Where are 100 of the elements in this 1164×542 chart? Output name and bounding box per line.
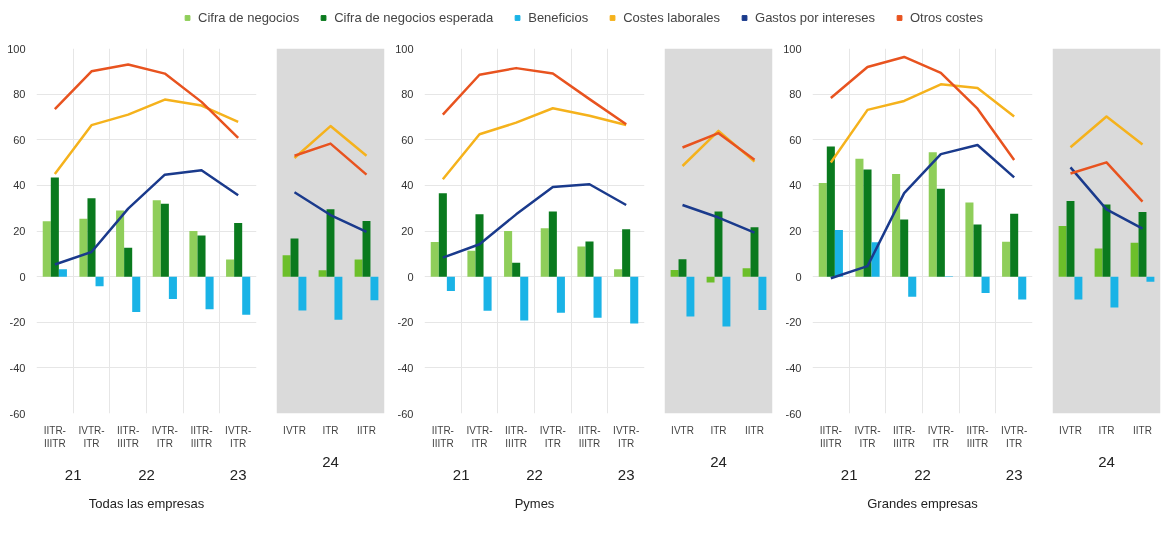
y-tick-label: 0 [407,270,414,283]
y-tick-label: -60 [785,407,802,420]
x-tick-label: IITR-IIITR [893,424,916,449]
text: 21 [64,465,82,483]
bar [205,276,214,310]
bar [928,152,937,277]
bar [908,276,917,297]
x-tick-label: IVTR [671,424,694,436]
y-tick-label: 0 [19,270,26,283]
y-tick-label: 100 [7,42,26,55]
bar [742,268,751,277]
line-series [53,63,240,140]
y-tick-label: 20 [789,225,802,237]
bar [936,188,945,277]
legend-label: Cifra de negocios [198,9,300,25]
y-tick-label: -60 [397,407,414,420]
bar [467,250,476,277]
x-tick-label: IVTR-ITR [151,424,178,449]
bar [706,276,715,283]
bar [548,211,557,277]
y-tick-label: 60 [401,133,414,146]
bar [981,276,990,294]
bar [87,198,96,277]
text: 23 [229,465,247,483]
line-series [441,107,628,181]
bar [614,269,623,277]
y-tick-label: 40 [13,179,26,192]
bar [577,246,586,277]
y-tick-label: -40 [785,361,802,374]
bar [152,200,161,277]
x-tick-label: IITR-IIITR [43,424,66,449]
bar [686,276,695,317]
y-tick-label: -20 [785,316,802,329]
bar [1018,276,1027,300]
y-tick-label: 100 [783,42,802,55]
bar [1130,242,1139,277]
bar [430,241,439,277]
bar [354,259,363,277]
bar [593,276,602,318]
x-tick-label: IVTR-ITR [927,424,954,449]
bar [160,203,169,277]
bar [438,193,447,277]
bar [1094,248,1103,277]
text: 24 [710,452,727,470]
bar [79,218,88,277]
bar [973,224,982,277]
bar [622,229,631,277]
bar [556,276,565,313]
bar [475,214,484,277]
line-series [829,83,1016,164]
bar [298,276,307,311]
text: 21 [840,465,858,483]
y-tick-label: 100 [395,42,414,55]
text: 22 [138,465,155,483]
y-tick-label: -60 [9,407,26,420]
bar [855,158,864,277]
bar [722,276,731,327]
bar [116,210,125,277]
y-tick-label: 20 [13,225,26,237]
text: 22 [526,465,543,483]
text: Pymes [514,495,555,511]
bar [42,221,51,277]
line-series [829,143,1016,280]
x-tick-label: IITR-IIITR [578,424,601,449]
bar [826,146,835,277]
text: 23 [617,465,635,483]
bar [242,276,251,315]
y-tick-label: 60 [789,133,802,146]
bar [318,270,327,277]
y-tick-label: 60 [13,133,26,146]
bar [282,255,291,277]
bar [863,169,872,277]
x-tick-label: ITR [1098,424,1115,436]
bar [758,276,767,310]
bar [132,276,141,312]
bar [124,247,133,277]
x-tick-label: IITR [745,424,764,436]
y-tick-label: -40 [397,361,414,374]
y-tick-label: -20 [9,316,26,329]
bar [1110,276,1119,308]
bar [1002,241,1011,277]
bar [678,259,687,277]
x-tick-label: ITR [710,424,727,436]
bar [95,276,104,287]
line-series [441,182,628,259]
text: 23 [1005,465,1023,483]
x-tick-label: IVTR-ITR [613,424,640,449]
y-tick-label: 80 [789,88,802,101]
line-series [53,169,240,266]
bar [670,270,679,277]
legend-label: Costes laborales [623,9,721,25]
bar [50,177,59,277]
legend-label: Otros costes [909,9,983,25]
bar [512,262,521,277]
bar [900,219,909,277]
x-tick-label: IITR-IIITR [966,424,989,449]
text: 24 [322,452,339,470]
text: Todas las empresas [88,495,205,511]
x-tick-label: IVTR [1059,424,1082,436]
bar [504,231,513,277]
